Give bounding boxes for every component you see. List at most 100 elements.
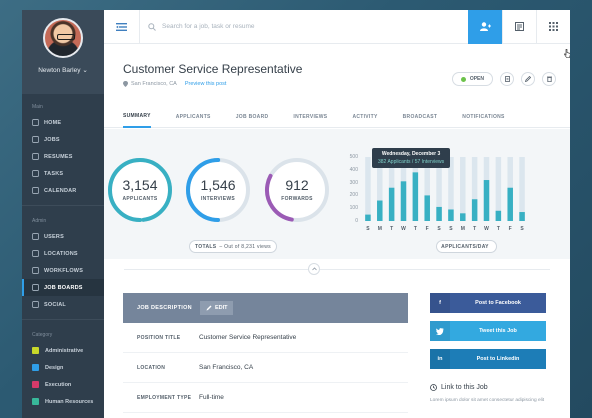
sidebar-item-social[interactable]: SOCIAL [22,296,104,313]
job-field-label: LOCATION [137,364,166,371]
post-facebook-button[interactable]: f Post to Facebook [430,293,546,313]
edit-label: EDIT [214,305,228,311]
job-field-value[interactable]: San Francisco, CA [199,364,254,371]
x-tick-label: T [413,226,417,232]
sidebar-item-tasks[interactable]: TASKS [22,165,104,182]
ring-progress [265,158,329,222]
totals-label: TOTALS [195,243,217,250]
tab-bar: SUMMARY APPLICANTS JOB BOARD INTERVIEWS ACTI… [104,106,570,128]
sidebar-item-jobs[interactable]: JOBS [22,131,104,148]
calendar-icon [32,187,39,194]
tab-job-board[interactable]: JOB BOARD [235,114,269,120]
x-tick-label: W [484,226,489,232]
category-item[interactable]: Administrative [22,342,104,359]
post-facebook-label: Post to Facebook [475,300,521,306]
home-icon [32,119,39,126]
share-icon [32,301,39,308]
y-tick-label: 500 [349,154,358,160]
document-list-icon [515,22,524,31]
preview-post-link[interactable]: Preview this post [184,81,227,87]
tweet-job-button[interactable]: Tweet this Job [430,321,546,341]
bar [507,187,513,221]
category-item[interactable]: Human Resources [22,393,104,410]
stat-ring-forwards: 912 FORWARDS [264,157,330,223]
tab-summary[interactable]: SUMMARY [123,106,151,128]
totals-dash: – [219,243,225,250]
status-dot [460,76,466,82]
sidebar-item-resumes[interactable]: RESUMES [22,148,104,165]
archive-button[interactable] [500,72,514,86]
reports-button[interactable] [502,10,536,44]
job-description-card: JOB DESCRIPTION EDIT POSITION TITLE Custo… [123,293,408,418]
add-user-icon [479,22,491,31]
tab-activity[interactable]: ACTIVITY [352,114,378,120]
job-field-value[interactable]: Full-time [199,394,224,401]
mouse-cursor-icon [564,49,570,58]
post-linkedin-button[interactable]: in Post to Linkedin [430,349,546,369]
tab-interviews[interactable]: INTERVIEWS [293,114,328,120]
edit-description-button[interactable]: EDIT [199,301,234,315]
sidebar-item-locations[interactable]: LOCATIONS [22,245,104,262]
section-divider [124,269,550,270]
nav-heading-main: Main [32,104,43,110]
sidebar-item-job-boards[interactable]: JOB BOARDS [22,279,104,296]
job-field-label: POSITION TITLE [137,334,181,341]
x-tick-label: M [460,226,465,232]
bar [471,199,478,221]
x-tick-label: S [437,226,441,232]
avatar[interactable] [43,18,83,58]
bar-background [436,157,442,221]
workflow-icon [32,267,39,274]
chart-svg [365,157,525,221]
chart-pill-label: APPLICANTS/DAY [441,243,489,250]
status-badge[interactable]: OPEN [451,72,493,86]
bar-background [377,157,383,221]
ring-graphic [265,158,329,222]
search-bar[interactable]: Search for a job, task or resume [140,22,468,31]
bar [388,187,395,221]
search-input[interactable]: Search for a job, task or resume [162,23,255,30]
applicants-per-day-chart: 0 100 200 300 400 500 S M T W T F S S M T W T F S [344,147,530,237]
job-field-value[interactable]: Customer Service Representative [199,334,297,341]
tab-applicants[interactable]: APPLICANTS [175,114,211,120]
sidebar: Newton Barley ⌄ Main HOME JOBS RESUMES TASK… [22,10,104,418]
main-panel: Search for a job, task or resume Custome… [104,10,570,418]
category-item[interactable]: Execution [22,376,104,393]
add-user-button[interactable] [468,10,502,44]
bar [448,209,454,221]
divider [22,319,104,320]
sidebar-item-calendar[interactable]: CALENDAR [22,182,104,199]
x-tick-label: F [508,226,512,232]
apps-grid-button[interactable] [536,10,570,44]
sidebar-item-label: JOBS [44,136,60,143]
profile-name[interactable]: Newton Barley ⌄ [38,66,88,74]
stats-panel: 3,154 APPLICANTS 1,546 INTERVIEWS 912 FORWARD… [104,129,570,259]
post-linkedin-label: Post to Linkedin [476,356,520,362]
edit-job-button[interactable] [521,72,535,86]
sidebar-item-label: USERS [44,233,64,240]
collapse-button[interactable] [308,263,320,275]
y-tick-label: 400 [349,166,358,173]
category-color-swatch [32,347,39,354]
chart-pill: APPLICANTS/DAY [436,240,497,253]
twitter-icon [430,321,450,341]
x-tick-label: M [377,226,382,232]
sidebar-item-workflows[interactable]: WORKFLOWS [22,262,104,279]
trash-icon [546,76,552,82]
delete-job-button[interactable] [542,72,556,86]
sidebar-item-users[interactable]: USERS [22,228,104,245]
tweet-job-label: Tweet this Job [479,328,517,334]
menu-toggle-button[interactable] [104,10,140,44]
ring-progress [108,158,172,222]
divider [22,205,104,206]
tab-broadcast[interactable]: BROADCAST [402,114,438,120]
profile-card: Newton Barley ⌄ [22,10,104,94]
category-item[interactable]: Design [22,359,104,376]
bar-background [448,157,454,221]
job-description-row: LOCATION San Francisco, CA [123,353,408,383]
sidebar-item-home[interactable]: HOME [22,114,104,131]
stat-ring-applicants: 3,154 APPLICANTS [107,157,173,223]
sidebar-item-label: JOB BOARDS [44,284,83,291]
tab-notifications[interactable]: NOTIFICATIONS [462,114,505,120]
pencil-icon [525,76,531,82]
